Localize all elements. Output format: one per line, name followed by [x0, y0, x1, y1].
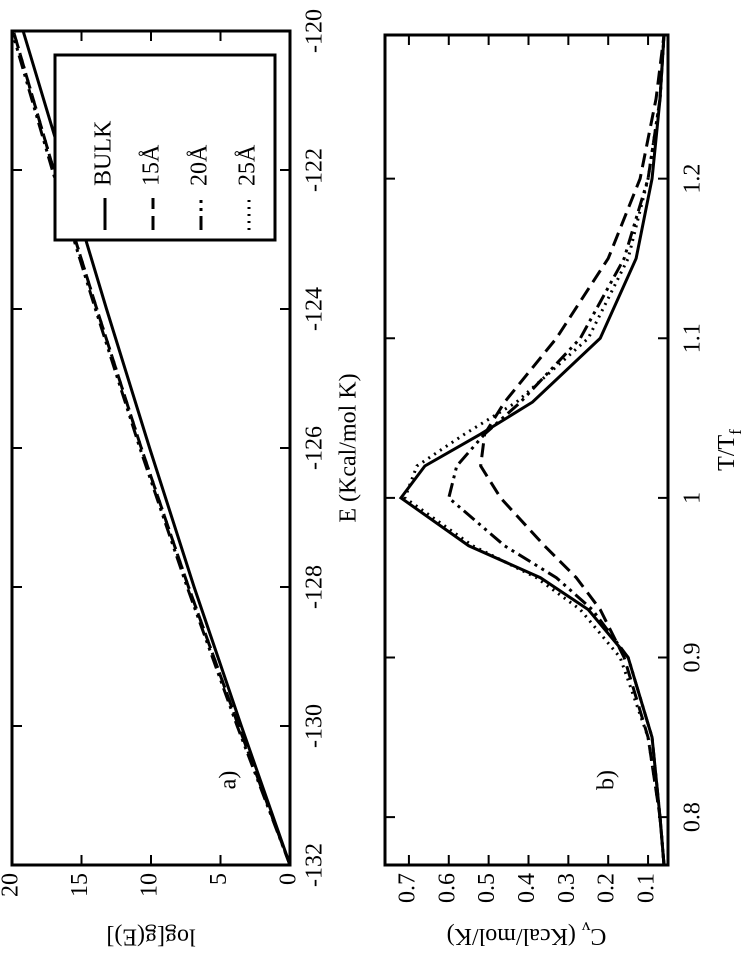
x-tick-label: -124 — [302, 287, 328, 331]
label-part: v — [581, 918, 590, 937]
y-axis-label: Cv (Kcal/mol/K) — [447, 918, 607, 950]
series-line — [403, 34, 666, 866]
x-tick-label: -122 — [302, 148, 328, 192]
label-part: T/T — [714, 435, 740, 471]
x-tick-label: -128 — [302, 565, 328, 609]
x-tick-label: 0.8 — [680, 802, 706, 832]
legend-box — [53, 53, 277, 242]
y-tick-label: 10 — [137, 873, 163, 897]
y-tick-label: 0.1 — [634, 873, 660, 903]
series-line — [479, 34, 666, 866]
label-part: f — [726, 429, 743, 435]
x-tick-label: -132 — [302, 843, 328, 887]
y-tick-label: 5 — [206, 873, 232, 885]
legend-label: 20Å — [187, 144, 213, 186]
y-tick-label: 15 — [67, 873, 93, 897]
y-tick-label: 0.4 — [514, 873, 540, 903]
label-part: (Kcal/mol/K) — [447, 923, 582, 949]
y-axis-label: log[g(E)] — [106, 923, 195, 949]
x-tick-label: 1 — [680, 492, 706, 504]
y-tick-label: 0.6 — [434, 873, 460, 903]
plot-frame — [383, 33, 670, 867]
y-tick-label: 0.7 — [394, 873, 420, 903]
label-part: C — [590, 923, 606, 949]
y-tick-label: 20 — [0, 873, 24, 897]
y-tick-label: 0.2 — [594, 873, 620, 903]
y-tick-label: 0 — [276, 873, 302, 885]
panel-label: a) — [216, 771, 242, 790]
x-tick-label: 1.1 — [680, 323, 706, 353]
panel-label: b) — [594, 770, 620, 790]
x-tick-label: -130 — [302, 704, 328, 748]
series-line — [11, 30, 292, 866]
x-tick-label: -120 — [302, 9, 328, 53]
x-axis-label: T/Tf — [714, 429, 743, 471]
legend-label: 25Å — [235, 144, 261, 186]
series-line — [447, 34, 666, 866]
y-tick-label: 0.3 — [554, 873, 580, 903]
legend-label: BULK — [91, 120, 117, 186]
x-tick-label: 0.9 — [680, 643, 706, 673]
legend-label: 15Å — [139, 144, 165, 186]
y-tick-label: 0.5 — [474, 873, 500, 903]
x-tick-label: -126 — [302, 426, 328, 470]
x-axis-label: E (Kcal/mol K) — [336, 373, 362, 522]
x-tick-label: 1.2 — [680, 164, 706, 194]
